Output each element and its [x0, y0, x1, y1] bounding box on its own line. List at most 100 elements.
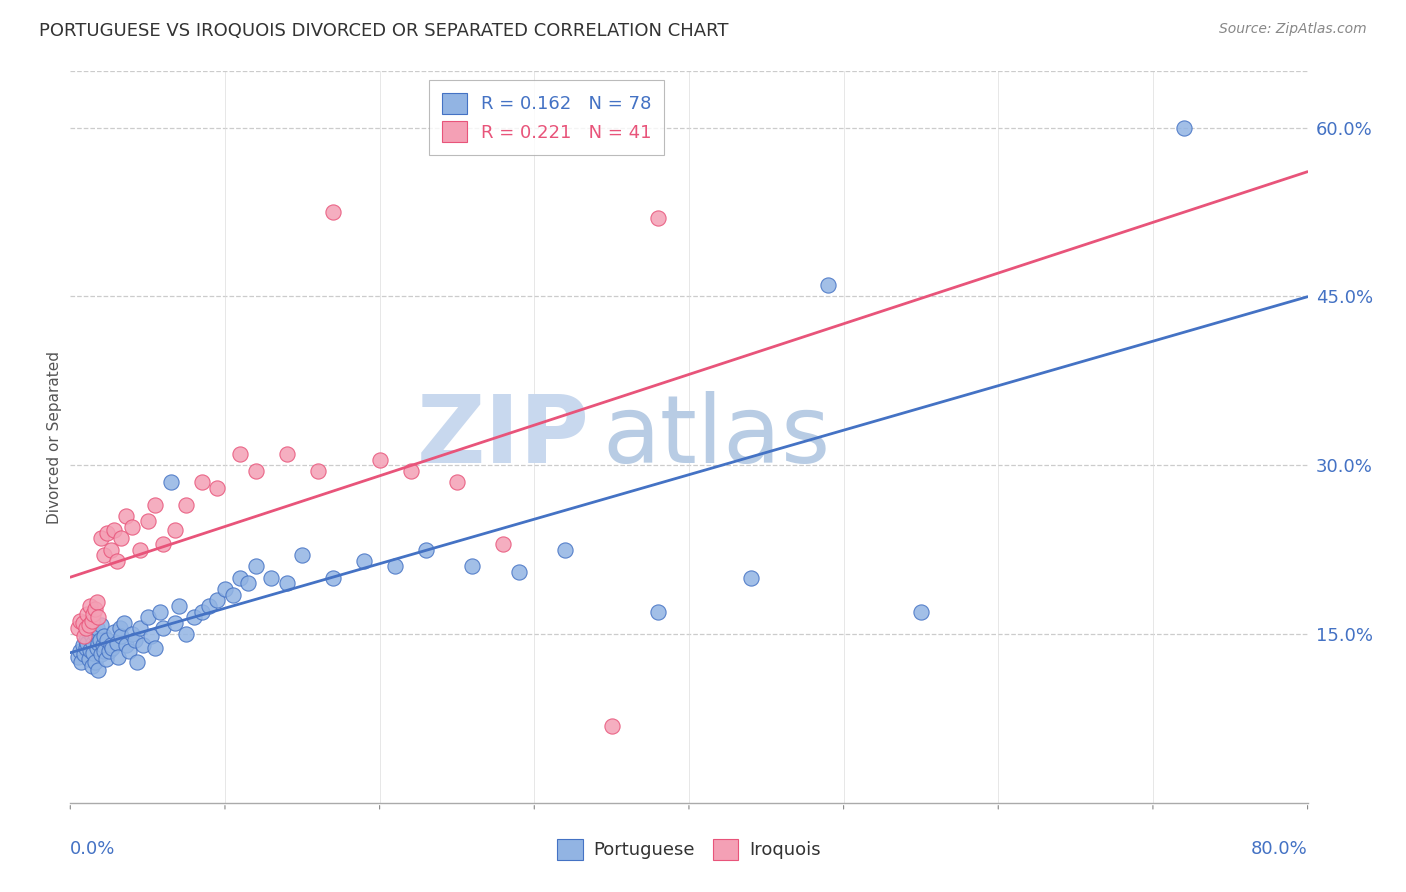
- Point: [118, 644, 141, 658]
- Point: [103, 624, 125, 639]
- Point: [174, 498, 197, 512]
- Point: [90, 618, 112, 632]
- Point: [79, 642, 101, 657]
- Point: [84, 602, 107, 616]
- Point: [910, 605, 932, 619]
- Point: [198, 599, 221, 613]
- Point: [72, 615, 94, 630]
- Point: [207, 593, 229, 607]
- Point: [105, 636, 128, 650]
- Point: [167, 599, 190, 613]
- Point: [114, 615, 135, 630]
- Legend: Portuguese, Iroquois: Portuguese, Iroquois: [550, 831, 828, 867]
- Point: [276, 447, 298, 461]
- Point: [101, 640, 124, 655]
- Point: [90, 532, 112, 546]
- Point: [96, 525, 118, 540]
- Point: [105, 554, 128, 568]
- Point: [214, 582, 236, 596]
- Point: [91, 638, 114, 652]
- Point: [1173, 120, 1195, 135]
- Point: [160, 475, 183, 489]
- Point: [229, 447, 252, 461]
- Point: [461, 559, 484, 574]
- Point: [245, 559, 267, 574]
- Point: [149, 605, 172, 619]
- Point: [76, 636, 98, 650]
- Point: [82, 636, 105, 650]
- Point: [110, 532, 132, 546]
- Point: [86, 621, 108, 635]
- Point: [145, 640, 166, 655]
- Point: [260, 571, 283, 585]
- Point: [129, 621, 152, 635]
- Point: [245, 464, 267, 478]
- Point: [647, 605, 669, 619]
- Point: [817, 278, 839, 293]
- Point: [82, 607, 105, 621]
- Point: [69, 644, 91, 658]
- Y-axis label: Divorced or Separated: Divorced or Separated: [46, 351, 62, 524]
- Point: [79, 599, 101, 613]
- Point: [84, 655, 107, 669]
- Point: [238, 576, 260, 591]
- Point: [67, 621, 90, 635]
- Point: [70, 655, 93, 669]
- Point: [207, 481, 229, 495]
- Point: [174, 627, 197, 641]
- Point: [87, 663, 110, 677]
- Point: [508, 565, 530, 579]
- Point: [129, 542, 152, 557]
- Point: [72, 638, 94, 652]
- Text: ZIP: ZIP: [418, 391, 591, 483]
- Point: [322, 205, 344, 219]
- Point: [121, 520, 143, 534]
- Point: [86, 640, 108, 655]
- Point: [93, 644, 115, 658]
- Point: [115, 508, 138, 523]
- Text: PORTUGUESE VS IROQUOIS DIVORCED OR SEPARATED CORRELATION CHART: PORTUGUESE VS IROQUOIS DIVORCED OR SEPAR…: [39, 22, 728, 40]
- Text: 0.0%: 0.0%: [70, 840, 115, 858]
- Point: [108, 621, 131, 635]
- Point: [136, 610, 159, 624]
- Point: [183, 610, 205, 624]
- Point: [80, 629, 103, 643]
- Point: [67, 649, 90, 664]
- Point: [89, 632, 111, 647]
- Point: [152, 537, 174, 551]
- Point: [446, 475, 468, 489]
- Point: [276, 576, 298, 591]
- Point: [139, 629, 162, 643]
- Point: [87, 610, 110, 624]
- Point: [93, 548, 115, 562]
- Point: [291, 548, 314, 562]
- Point: [322, 571, 344, 585]
- Point: [69, 614, 91, 628]
- Point: [103, 524, 125, 538]
- Point: [110, 629, 132, 643]
- Point: [80, 614, 103, 628]
- Point: [229, 571, 252, 585]
- Point: [384, 559, 406, 574]
- Point: [77, 624, 100, 639]
- Text: atlas: atlas: [602, 391, 831, 483]
- Point: [98, 644, 120, 658]
- Point: [73, 629, 96, 643]
- Point: [124, 632, 146, 647]
- Point: [165, 524, 187, 538]
- Text: Source: ZipAtlas.com: Source: ZipAtlas.com: [1219, 22, 1367, 37]
- Point: [165, 615, 187, 630]
- Point: [222, 588, 245, 602]
- Point: [647, 211, 669, 225]
- Point: [399, 464, 422, 478]
- Point: [368, 452, 391, 467]
- Point: [125, 655, 148, 669]
- Point: [136, 515, 159, 529]
- Point: [152, 621, 174, 635]
- Point: [100, 542, 122, 557]
- Point: [191, 605, 214, 619]
- Point: [132, 638, 155, 652]
- Point: [307, 464, 329, 478]
- Text: 80.0%: 80.0%: [1251, 840, 1308, 858]
- Point: [86, 595, 108, 609]
